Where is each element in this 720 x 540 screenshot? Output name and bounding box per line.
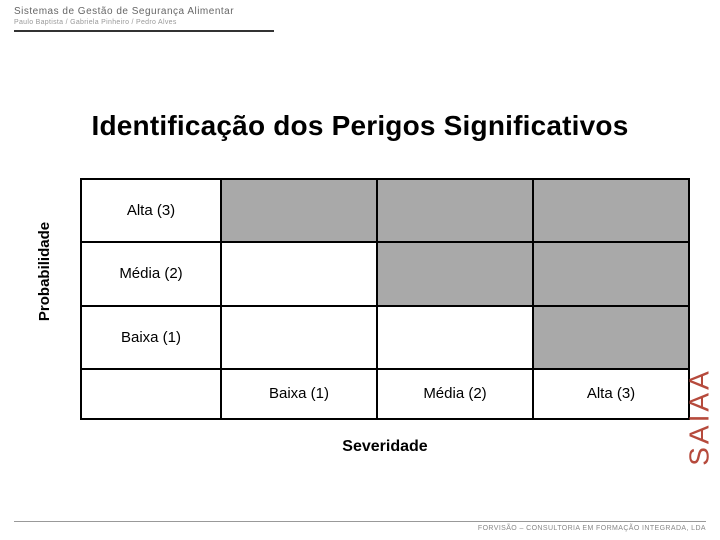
matrix-corner: [81, 369, 221, 419]
x-axis-label: Severidade: [80, 438, 690, 456]
header: Sistemas de Gestão de Segurança Alimenta…: [14, 6, 706, 32]
matrix-cell: [533, 242, 689, 305]
y-axis-label-text: Probabilidade: [37, 222, 54, 321]
matrix-cell: [221, 306, 377, 369]
row-header: Baixa (1): [81, 306, 221, 369]
brand-vertical: SAIAA: [686, 332, 714, 502]
col-header: Média (2): [377, 369, 533, 419]
matrix-cell: [377, 242, 533, 305]
matrix-grid: Alta (3) Média (2) Baixa (1) Baixa (1) M…: [80, 178, 690, 420]
col-header: Alta (3): [533, 369, 689, 419]
risk-matrix: Probabilidade Alta (3) Média (2) Baixa (…: [40, 178, 690, 420]
row-header: Alta (3): [81, 179, 221, 242]
matrix-cell: [377, 179, 533, 242]
matrix-cell: [221, 179, 377, 242]
footer-rule: [14, 521, 706, 522]
header-title: Sistemas de Gestão de Segurança Alimenta…: [14, 6, 706, 17]
slide-page: Sistemas de Gestão de Segurança Alimenta…: [0, 0, 720, 540]
matrix-cell: [377, 306, 533, 369]
matrix-cell: [533, 306, 689, 369]
page-title: Identificação dos Perigos Significativos: [0, 110, 720, 142]
y-axis-label: Probabilidade: [30, 178, 60, 365]
matrix-cell: [221, 242, 377, 305]
footer: FORVISÃO – CONSULTORIA EM FORMAÇÃO INTEG…: [14, 521, 706, 532]
col-header: Baixa (1): [221, 369, 377, 419]
matrix-cell: [533, 179, 689, 242]
header-subtitle: Paulo Baptista / Gabriela Pinheiro / Ped…: [14, 19, 706, 26]
row-header: Média (2): [81, 242, 221, 305]
footer-text: FORVISÃO – CONSULTORIA EM FORMAÇÃO INTEG…: [14, 525, 706, 532]
header-rule: [14, 30, 274, 32]
brand-text: SAIAA: [684, 368, 716, 465]
